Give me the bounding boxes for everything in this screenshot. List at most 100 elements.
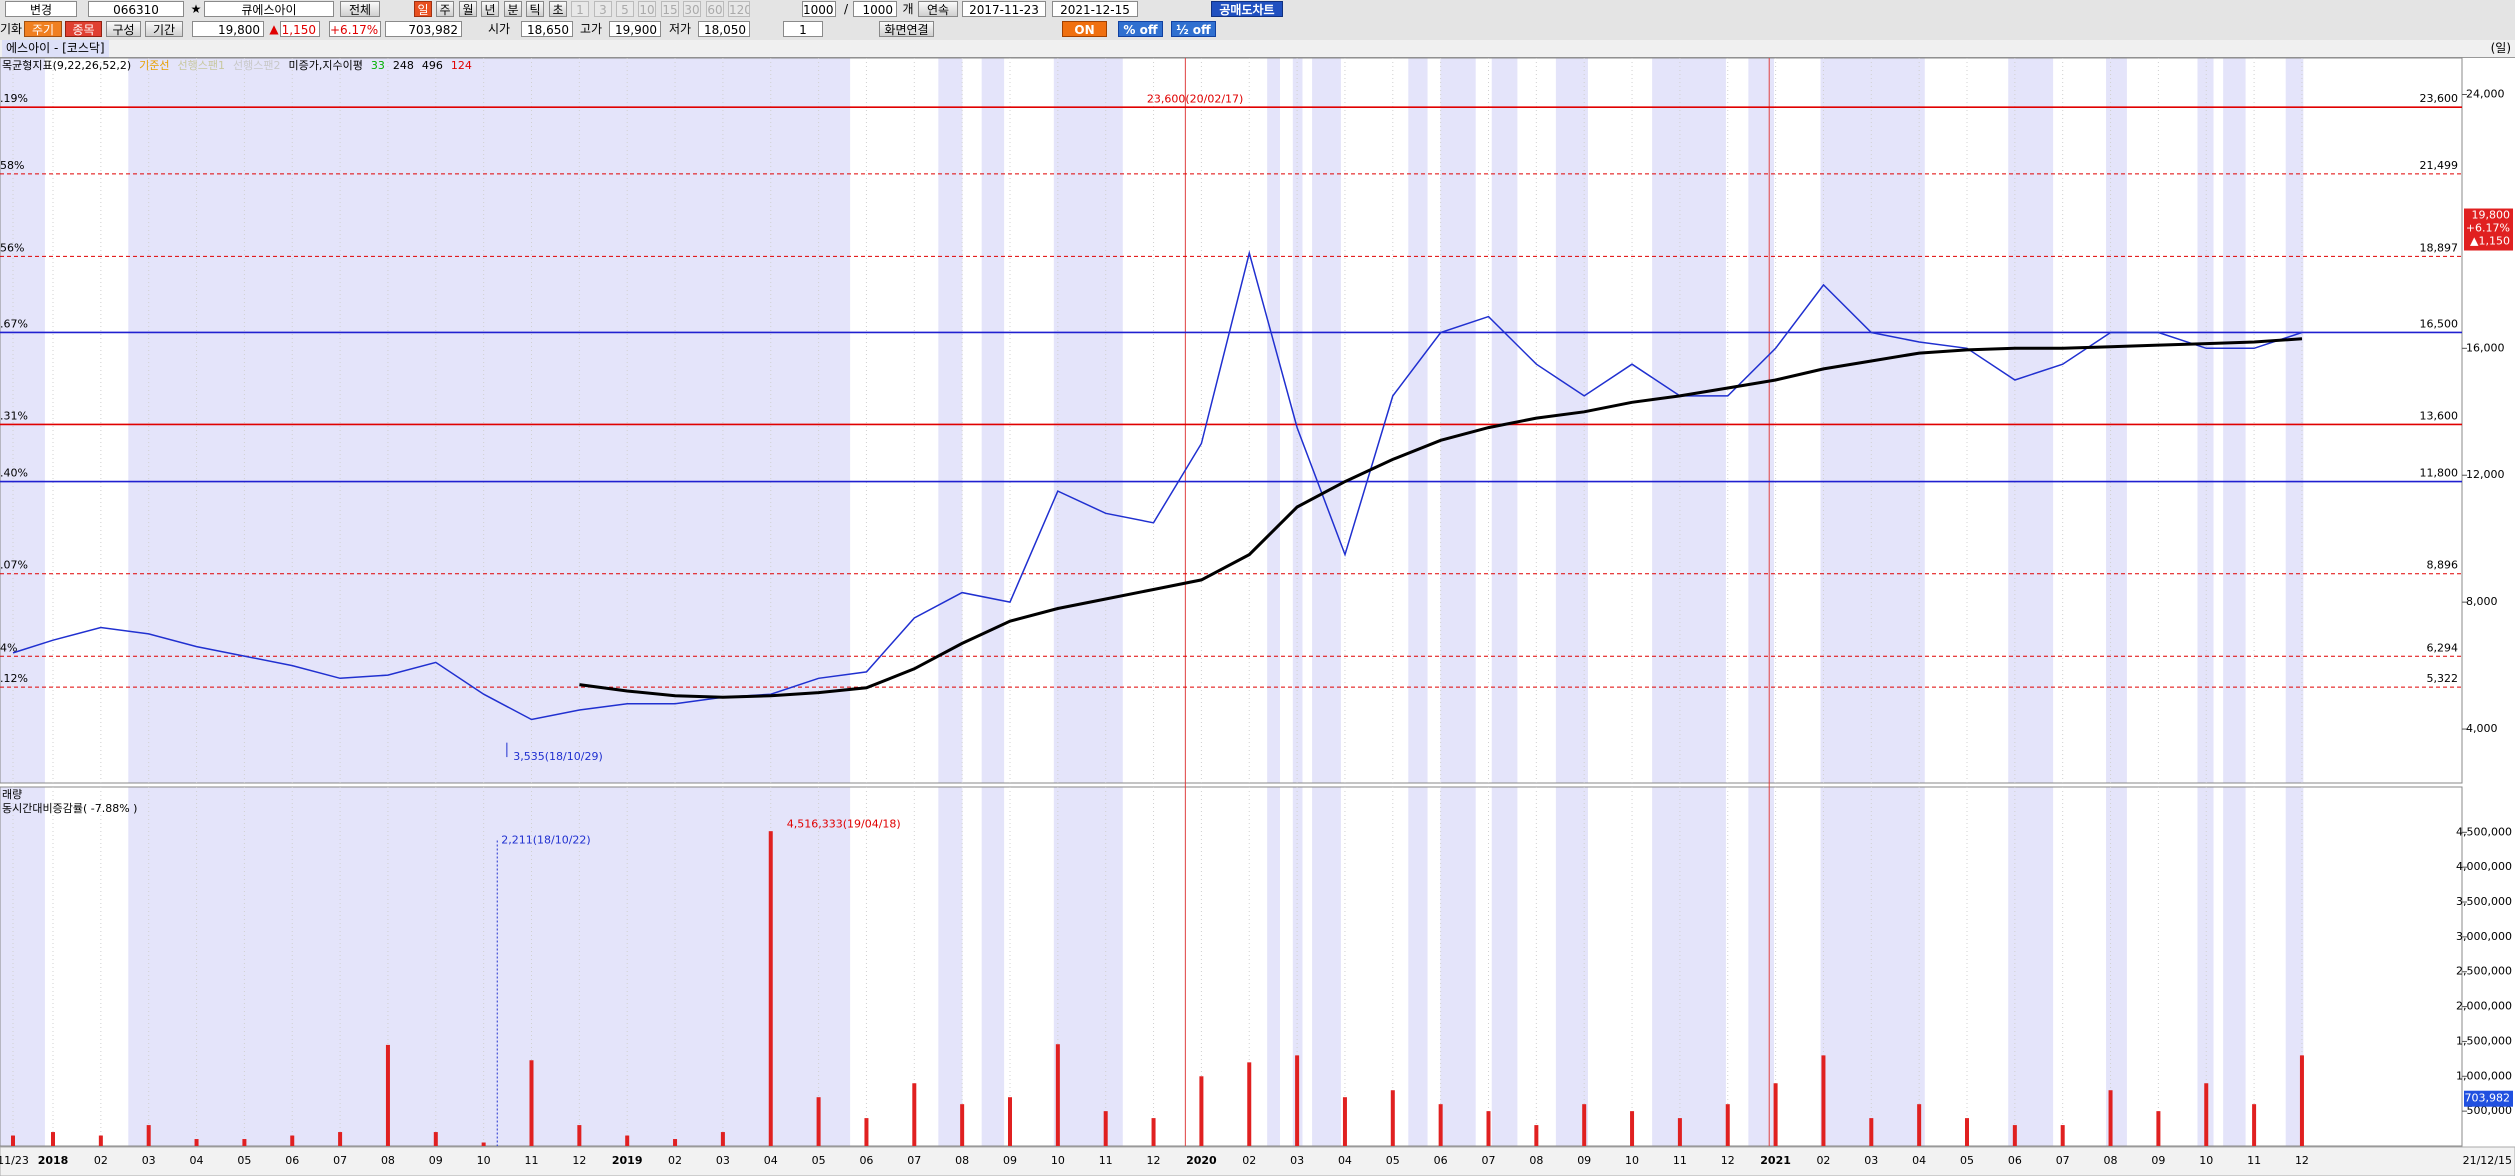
- toolbar-item[interactable]: 주기: [24, 21, 62, 37]
- volume-bar: [290, 1135, 295, 1146]
- toolbar-item[interactable]: 2017-11-23: [962, 1, 1046, 17]
- x-tick-label: 11: [1673, 1154, 1687, 1167]
- toolbar-item[interactable]: 3: [594, 1, 612, 17]
- indicator-label: 선행스팬2: [233, 59, 280, 72]
- toolbar-item[interactable]: +6.17%: [329, 21, 381, 37]
- toolbar-item[interactable]: 월: [459, 1, 477, 17]
- toolbar-item[interactable]: 60: [706, 1, 724, 17]
- toolbar-item[interactable]: 전체: [340, 1, 380, 17]
- x-tick-label: 04: [190, 1154, 204, 1167]
- x-tick-label: 08: [955, 1154, 969, 1167]
- toolbar-item[interactable]: 큐에스아이: [204, 1, 334, 17]
- toolbar-item[interactable]: 1,150: [280, 21, 320, 37]
- y-tick-label: 3,000,000: [2456, 930, 2512, 943]
- shade-band: [1820, 787, 1925, 1146]
- toolbar-item[interactable]: 066310: [88, 1, 184, 17]
- shade-band: [938, 787, 963, 1146]
- toolbar-item: 저가: [668, 22, 692, 36]
- toolbar-item[interactable]: 18,650: [521, 21, 573, 37]
- level-label: 16,500: [2420, 317, 2459, 330]
- toolbar-item[interactable]: 703,982: [385, 21, 462, 37]
- indicator-label: 124: [451, 59, 472, 72]
- toolbar-item[interactable]: 5: [616, 1, 634, 17]
- toolbar-item[interactable]: 1: [783, 21, 823, 37]
- y-tick-label: 24,000: [2466, 87, 2505, 100]
- volume-bar: [2252, 1104, 2257, 1146]
- toolbar-item[interactable]: 화면연결: [879, 21, 934, 37]
- indicator-label: 248: [393, 59, 414, 72]
- toolbar-item[interactable]: 년: [481, 1, 499, 17]
- y-tick-label: 500,000: [2467, 1104, 2513, 1117]
- x-tick-label: 06: [1434, 1154, 1448, 1167]
- toolbar-item[interactable]: 1: [571, 1, 589, 17]
- volume-bar: [2156, 1111, 2161, 1146]
- toolbar-item[interactable]: 120: [728, 1, 750, 17]
- price-box: [2464, 208, 2513, 251]
- toolbar-item[interactable]: 19,900: [609, 21, 661, 37]
- x-tick-label: 02: [1242, 1154, 1256, 1167]
- indicator-label: 기준선: [139, 59, 169, 72]
- price-box-label: +6.17%: [2466, 222, 2510, 235]
- x-tick-label: 06: [285, 1154, 299, 1167]
- volume-bar: [1917, 1104, 1922, 1146]
- volume-bar: [1486, 1111, 1491, 1146]
- toolbar-item[interactable]: 기간: [145, 21, 183, 37]
- toolbar-item[interactable]: ½ off: [1171, 21, 1216, 37]
- x-tick-label: 08: [381, 1154, 395, 1167]
- x-tick-label: 11: [1099, 1154, 1113, 1167]
- volume-bar: [529, 1060, 534, 1146]
- x-end-label: 21/12/15: [2463, 1154, 2512, 1167]
- volume-title: 래량: [2, 788, 22, 801]
- toolbar-item[interactable]: 분: [504, 1, 522, 17]
- toolbar-item[interactable]: 1000: [853, 1, 897, 17]
- level-label: 13,600: [2420, 409, 2459, 422]
- x-tick-label: 10: [477, 1154, 491, 1167]
- toolbar-item[interactable]: 변경: [5, 1, 77, 17]
- level-left-label: .40%: [0, 467, 28, 480]
- toolbar-item[interactable]: ON: [1062, 21, 1107, 37]
- volume-bar: [1008, 1097, 1012, 1146]
- level-label: 21,499: [2420, 159, 2459, 172]
- toolbar-item[interactable]: % off: [1118, 21, 1163, 37]
- volume-subtitle: 동시간대비증감률( -7.88% ): [2, 802, 137, 815]
- toolbar-item[interactable]: 초: [549, 1, 567, 17]
- indicator-label: 선행스팬1: [178, 59, 225, 72]
- toolbar-item[interactable]: 2021-12-15: [1052, 1, 1138, 17]
- toolbar-item[interactable]: 10: [638, 1, 656, 17]
- toolbar-item[interactable]: 19,800: [192, 21, 264, 37]
- shade-band: [981, 58, 1005, 783]
- toolbar-item[interactable]: 주: [436, 1, 454, 17]
- y-tick-label: 2,000,000: [2456, 1000, 2512, 1013]
- y-tick-label: 8,000: [2466, 595, 2498, 608]
- shade-band: [2008, 58, 2054, 783]
- chart-title: 에스아이 - [코스닥]: [2, 40, 109, 57]
- toolbar-item[interactable]: 틱: [526, 1, 544, 17]
- toolbar-item[interactable]: 1000: [802, 1, 836, 17]
- x-tick-label: 10: [1625, 1154, 1639, 1167]
- toolbar-item[interactable]: 15: [661, 1, 679, 17]
- y-tick-label: 1,500,000: [2456, 1034, 2512, 1047]
- shade-band: [1408, 58, 1428, 783]
- level-left-label: .12%: [0, 672, 28, 685]
- toolbar-item[interactable]: 종목: [65, 21, 102, 37]
- volume-bar: [960, 1104, 965, 1146]
- indicator-label: 목균형지표(9,22,26,52,2): [2, 59, 131, 72]
- toolbar-item[interactable]: 30: [683, 1, 701, 17]
- annotation: 3,535(18/10/29): [513, 750, 602, 763]
- x-tick-label: 11: [2247, 1154, 2261, 1167]
- x-tick-label: 05: [1386, 1154, 1400, 1167]
- volume-bar: [481, 1142, 486, 1146]
- volume-bar: [912, 1083, 917, 1146]
- x-tick-label: 04: [1912, 1154, 1926, 1167]
- toolbar-item[interactable]: 공매도차트: [1211, 1, 1283, 17]
- x-tick-label: 03: [1290, 1154, 1304, 1167]
- toolbar-item[interactable]: 구성: [106, 21, 141, 37]
- shade-band: [2106, 787, 2127, 1146]
- x-tick-label: 12: [1721, 1154, 1735, 1167]
- toolbar-item[interactable]: 연속: [918, 1, 958, 17]
- level-label: 23,600: [2420, 92, 2459, 105]
- level-left-label: 58%: [0, 159, 24, 172]
- toolbar-item[interactable]: 일: [414, 1, 432, 17]
- toolbar-item[interactable]: 18,050: [698, 21, 750, 37]
